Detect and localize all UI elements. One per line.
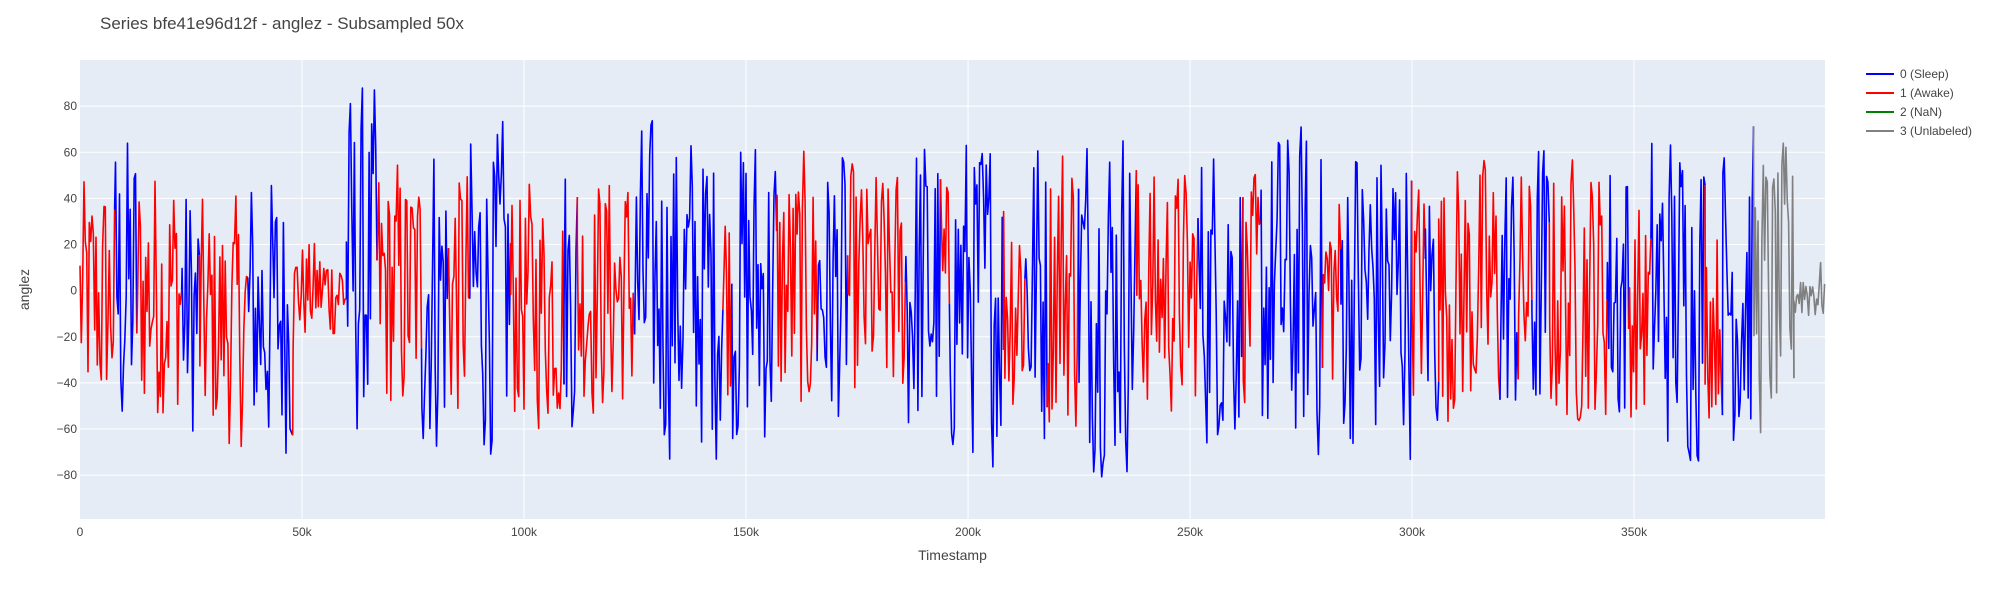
x-tick-label: 100k — [511, 525, 538, 539]
y-tick-label: −20 — [57, 330, 78, 344]
x-tick-label: 50k — [292, 525, 312, 539]
series-line-1 — [1242, 173, 1262, 404]
x-tick-label: 300k — [1399, 525, 1426, 539]
series-line-1 — [939, 179, 951, 304]
x-tick-label: 350k — [1621, 525, 1648, 539]
series-line-0 — [1424, 205, 1440, 422]
series-line-0 — [113, 142, 138, 412]
series-line-1 — [376, 164, 423, 402]
legend-label: 3 (Unlabeled) — [1900, 124, 1972, 138]
series-line-1 — [576, 184, 636, 414]
series-line-0 — [904, 148, 942, 424]
series-line-0 — [420, 158, 450, 447]
y-tick-label: 20 — [64, 238, 78, 252]
series-line-1 — [846, 163, 907, 389]
y-axis-title: anglez — [16, 269, 32, 310]
series-line-1 — [291, 242, 347, 436]
series-line-0 — [345, 87, 378, 430]
series-line-0 — [1197, 158, 1244, 444]
legend-item[interactable]: 2 (NaN) — [1866, 105, 1942, 119]
y-tick-label: 0 — [70, 284, 77, 298]
x-tick-label: 200k — [955, 525, 982, 539]
y-tick-label: −80 — [57, 468, 78, 482]
series-line-1 — [1704, 185, 1724, 419]
y-tick-label: 60 — [64, 145, 78, 159]
series-lines — [79, 87, 1826, 478]
y-axis-ticks: −80 −60 −40 −20 0 20 40 60 80 — [57, 99, 78, 482]
series-line-1 — [509, 183, 565, 430]
series-line-1 — [1046, 155, 1080, 427]
series-line-0 — [1024, 150, 1048, 440]
series-line-1 — [1135, 170, 1199, 412]
series-line-1 — [1548, 159, 1608, 422]
series-line-1 — [1002, 210, 1026, 406]
series-line-1 — [79, 181, 116, 381]
series-line-0 — [816, 157, 849, 418]
series-line-0 — [1531, 150, 1551, 396]
y-tick-label: −60 — [57, 422, 78, 436]
series-line-0 — [469, 120, 512, 455]
x-axis-ticks: 0 50k 100k 150k 200k 250k 300k 350k — [77, 525, 1648, 539]
series-line-0 — [1606, 174, 1630, 413]
series-line-0 — [1650, 142, 1706, 462]
legend-label: 2 (NaN) — [1900, 105, 1942, 119]
y-tick-label: 80 — [64, 99, 78, 113]
series-line-0 — [1499, 176, 1519, 401]
legend-label: 1 (Awake) — [1900, 86, 1954, 100]
series-line-0 — [180, 198, 201, 432]
x-tick-label: 0 — [77, 525, 84, 539]
series-line-1 — [1410, 180, 1427, 396]
series-line-0 — [633, 120, 724, 460]
y-tick-label: 40 — [64, 191, 78, 205]
series-line-3 — [1793, 261, 1826, 379]
legend-item[interactable]: 3 (Unlabeled) — [1866, 124, 1972, 138]
x-tick-label: 250k — [1177, 525, 1204, 539]
series-line-0 — [247, 184, 294, 454]
y-tick-label: −40 — [57, 376, 78, 390]
series-line-1 — [722, 225, 733, 396]
plot-area — [80, 60, 1825, 519]
series-line-0 — [1259, 126, 1324, 456]
legend-item[interactable]: 0 (Sleep) — [1866, 67, 1949, 81]
series-line-1 — [1321, 203, 1342, 380]
series-line-0 — [1077, 140, 1138, 478]
series-line-0 — [1339, 160, 1413, 461]
x-axis-title: Timestamp — [918, 547, 987, 563]
series-line-1 — [1437, 159, 1501, 423]
chart-title: Series bfe41e96d12f - anglez - Subsample… — [100, 14, 464, 33]
series-line-3 — [1752, 126, 1795, 434]
legend-label: 0 (Sleep) — [1900, 67, 1949, 81]
series-line-0 — [563, 178, 579, 428]
series-line-0 — [1721, 126, 1755, 442]
x-tick-label: 150k — [733, 525, 760, 539]
series-line-1 — [198, 195, 249, 448]
series-line-1 — [775, 150, 818, 403]
series-line-0 — [948, 144, 1005, 468]
series-line-1 — [447, 176, 471, 410]
series-line-1 — [1517, 176, 1533, 380]
legend[interactable]: 0 (Sleep) 1 (Awake) 2 (NaN) 3 (Unlabeled) — [1866, 67, 1972, 138]
series-line-1 — [1627, 209, 1652, 418]
legend-item[interactable]: 1 (Awake) — [1866, 86, 1954, 100]
series-line-1 — [136, 180, 183, 414]
series-line-0 — [731, 148, 778, 440]
